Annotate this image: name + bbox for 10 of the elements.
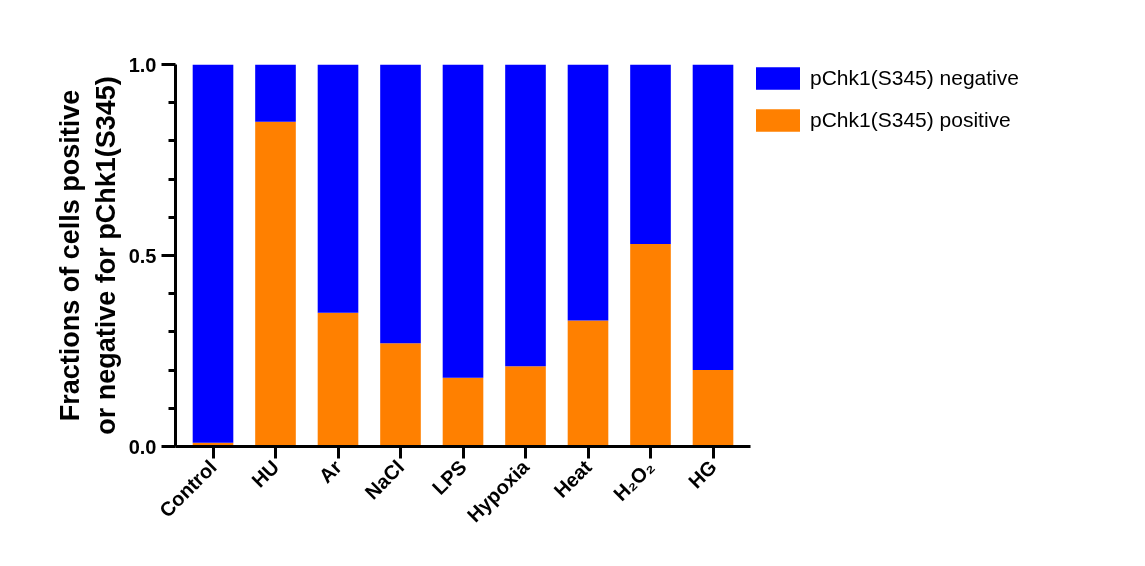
legend-label: pChk1(S345) negative [810, 66, 1019, 90]
x-tick-label: Ar [314, 455, 346, 487]
x-tick-label: HU [247, 455, 284, 492]
legend-label: pChk1(S345) positive [810, 108, 1011, 132]
y-axis-title: Fractions of cells positive or negative for pChk1(S345) [54, 76, 121, 435]
y-tick-label: 0.5 [128, 244, 157, 267]
x-tick-label: LPS [427, 455, 471, 499]
y-tick-label: 0.0 [128, 435, 157, 458]
y-tick-label: 1.0 [128, 53, 157, 76]
x-tick-label: HG [684, 455, 721, 493]
